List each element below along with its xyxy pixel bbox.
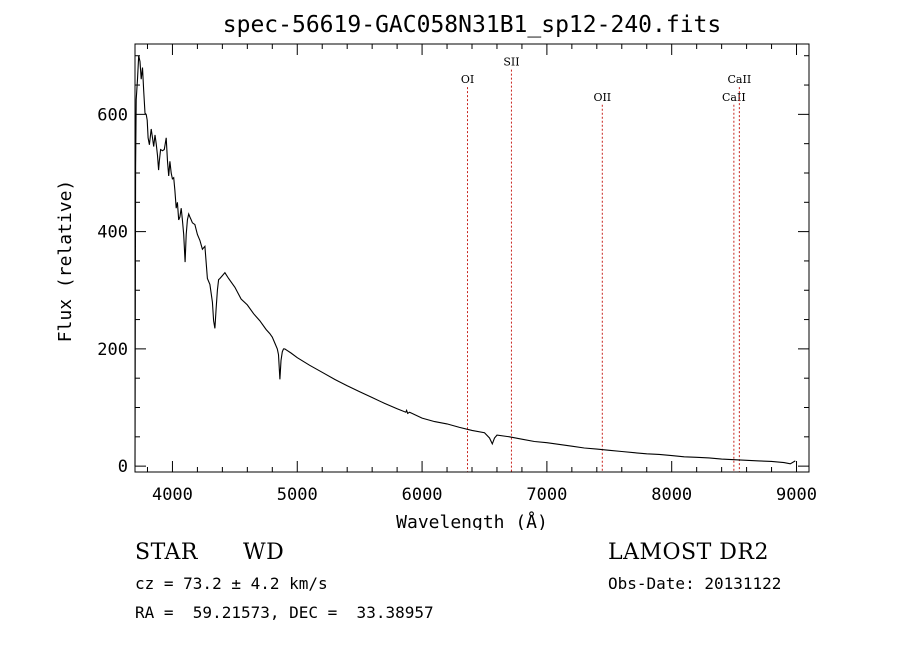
x-tick-label: 6000 bbox=[402, 485, 443, 505]
line-marker-label: SII bbox=[503, 56, 519, 69]
chart-title: spec-56619-GAC058N31B1_sp12-240.fits bbox=[223, 12, 722, 38]
spectrum-chart: spec-56619-GAC058N31B1_sp12-240.fits OI S… bbox=[55, 12, 817, 530]
x-axis-label: Wavelength (Å) bbox=[396, 511, 548, 530]
y-tick-label: 200 bbox=[97, 340, 128, 360]
x-tick-label: 9000 bbox=[776, 485, 817, 505]
line-marker-label: CaII bbox=[728, 73, 752, 86]
line-markers: OI SII OII CaII CaII bbox=[461, 56, 751, 472]
y-tick-label: 400 bbox=[97, 223, 128, 243]
object-class: STAR bbox=[135, 540, 198, 565]
x-tick-label: 8000 bbox=[651, 485, 692, 505]
spectrum-line bbox=[134, 55, 796, 467]
redshift-readout: cz = 73.2 ± 4.2 km/s bbox=[135, 574, 328, 593]
x-tick-label: 4000 bbox=[152, 485, 193, 505]
plot-frame bbox=[134, 43, 810, 473]
obs-date: Obs-Date: 20131122 bbox=[608, 574, 782, 593]
line-marker-label: OII bbox=[593, 91, 611, 104]
coordinates-readout: RA = 59.21573, DEC = 33.38957 bbox=[135, 603, 434, 622]
x-tick-label: 7000 bbox=[526, 485, 567, 505]
axis-ticks: 4000 5000 6000 7000 8000 9000 0 200 400 600 bbox=[97, 44, 817, 505]
line-marker-label: CaII bbox=[722, 91, 746, 104]
y-axis-label: Flux (relative) bbox=[55, 180, 76, 343]
object-subclass: WD bbox=[243, 540, 285, 565]
survey-name: LAMOST DR2 bbox=[608, 540, 769, 565]
y-tick-label: 600 bbox=[97, 105, 128, 125]
y-tick-label: 0 bbox=[118, 457, 128, 477]
line-marker-label: OI bbox=[461, 73, 474, 86]
x-tick-label: 5000 bbox=[277, 485, 318, 505]
